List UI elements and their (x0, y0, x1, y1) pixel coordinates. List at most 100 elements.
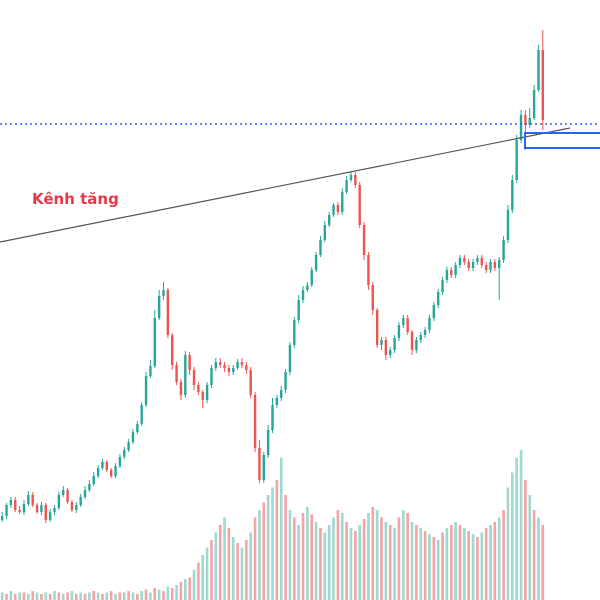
volume-bar (266, 495, 270, 600)
candle-body (188, 355, 191, 370)
volume-bar (240, 547, 244, 600)
volume-bar (109, 591, 113, 600)
candle-body (341, 192, 344, 212)
volume-bar (183, 579, 187, 600)
candle-body (480, 258, 483, 265)
volume-bar (0, 592, 4, 600)
candle-body (192, 370, 196, 385)
candle-body (332, 205, 335, 215)
candle-body (301, 290, 305, 300)
volume-bar (57, 592, 61, 600)
candle-body (436, 292, 440, 305)
candle-body (362, 225, 366, 255)
volume-bar (423, 531, 427, 600)
volume-bar (515, 457, 518, 600)
volume-bar (162, 591, 165, 600)
candle-body (389, 350, 392, 355)
candle-body (66, 490, 69, 502)
volume-bar (375, 510, 379, 600)
candle-body (458, 258, 462, 265)
candle-body (375, 310, 379, 345)
candle-body (367, 255, 370, 285)
candle-body (153, 318, 156, 366)
volume-bar (480, 532, 484, 600)
candle-body (498, 260, 501, 268)
candle-body (214, 362, 218, 368)
candle-body (288, 345, 292, 372)
candle-body (419, 335, 422, 340)
candle-body (101, 462, 104, 468)
volume-bar (61, 594, 65, 600)
volume-bar (70, 591, 74, 600)
candle-body (371, 285, 374, 310)
candle-body (92, 476, 95, 484)
candle-body (262, 455, 265, 480)
volume-bar (13, 594, 17, 600)
volume-bar (35, 592, 39, 600)
ascending-trendline (0, 127, 571, 243)
candle-body (75, 505, 78, 510)
volume-bar (83, 594, 87, 600)
candle-body (297, 300, 300, 320)
volume-bar (323, 532, 327, 600)
candle-body (245, 365, 248, 370)
candle-body (31, 495, 34, 505)
candle-body (179, 382, 183, 395)
volume-bar (410, 522, 414, 600)
candle-body (157, 296, 161, 318)
volume-bar (524, 480, 527, 600)
channel-label: Kênh tăng (32, 190, 119, 208)
candle-body (166, 290, 170, 335)
volume-bar (231, 537, 235, 600)
candle-body (249, 370, 252, 395)
volume-bar (419, 528, 423, 600)
volume-bar (458, 525, 462, 600)
volume-bar (18, 592, 21, 600)
candle-body (105, 462, 109, 470)
volume-bar (489, 525, 492, 600)
candle-body (502, 240, 505, 260)
volume-bar (510, 472, 514, 600)
candle-body (493, 262, 497, 268)
candle-body (144, 376, 148, 405)
candle-body (506, 210, 510, 240)
candle-body (57, 495, 61, 508)
volume-bar (345, 522, 348, 600)
volume-bar (249, 532, 253, 600)
volume-bar (336, 510, 340, 600)
volume-bar (205, 547, 209, 600)
candle-body (323, 225, 327, 240)
candle-body (27, 495, 30, 504)
candle-body (149, 366, 152, 376)
candle-body (354, 175, 357, 185)
candle-body (336, 205, 340, 212)
candle-body (223, 365, 226, 368)
volume-bar (179, 582, 183, 600)
candle-body (393, 338, 396, 350)
volume-bar (502, 510, 505, 600)
volume-bar (471, 534, 475, 600)
candle-body (445, 270, 449, 280)
volume-bar (66, 592, 69, 600)
volume-bar (166, 586, 170, 600)
candle-body (450, 270, 453, 275)
volume-bar (40, 594, 43, 600)
candlesticks (0, 30, 545, 523)
candle-body (210, 368, 213, 385)
candle-body (48, 512, 52, 520)
candle-body (271, 405, 274, 430)
candle-body (471, 262, 475, 268)
candle-body (96, 468, 100, 476)
volume-bar (493, 522, 497, 600)
highlight-zone-box (524, 132, 600, 149)
volume-bar (415, 525, 418, 600)
candle-body (397, 325, 401, 338)
candle-body (489, 262, 492, 270)
volume-bar (319, 528, 322, 600)
candle-body (349, 175, 353, 180)
candle-body (467, 262, 470, 268)
volume-bar (218, 525, 222, 600)
volume-bar (140, 591, 144, 600)
candle-body (18, 510, 21, 512)
